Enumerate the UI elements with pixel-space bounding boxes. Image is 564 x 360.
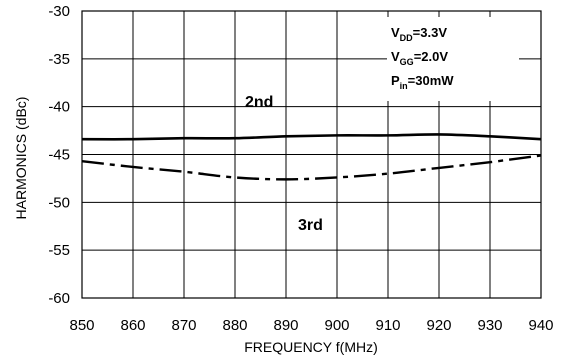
condition-line: VGG=2.0V xyxy=(391,49,448,67)
x-tick-label: 870 xyxy=(171,317,196,334)
x-tick-label: 910 xyxy=(375,317,400,334)
x-tick-label: 890 xyxy=(273,317,298,334)
series-lines xyxy=(81,133,542,181)
y-tick-label: -45 xyxy=(48,147,70,164)
y-tick-labels: -30 -35 -40 -45 -50 -55 -60 xyxy=(48,3,70,307)
y-axis-title: HARMONICS (dBc) xyxy=(13,97,29,220)
grid xyxy=(81,10,542,299)
condition-symbol: P xyxy=(391,73,400,88)
condition-value: =3.3V xyxy=(413,25,448,40)
series-line-3rd xyxy=(81,154,542,181)
series-line-2nd xyxy=(81,133,542,141)
x-tick-label: 860 xyxy=(120,317,145,334)
x-tick-label: 880 xyxy=(222,317,247,334)
x-tick-label: 920 xyxy=(426,317,451,334)
x-tick-label: 940 xyxy=(528,317,553,334)
series-label-2nd: 2nd xyxy=(245,94,273,111)
condition-line: VDD=3.3V xyxy=(391,25,447,43)
plot-frame xyxy=(81,10,542,299)
condition-subscript: GG xyxy=(400,57,414,67)
y-tick-label: -40 xyxy=(48,99,70,116)
x-tick-label: 850 xyxy=(69,317,94,334)
y-tick-label: -55 xyxy=(48,242,70,259)
y-tick-label: -35 xyxy=(48,51,70,68)
condition-subscript: in xyxy=(400,81,408,91)
condition-symbol: V xyxy=(391,49,400,64)
condition-value: =2.0V xyxy=(414,49,449,64)
conditions-background xyxy=(387,17,519,101)
y-tick-label: -60 xyxy=(48,290,70,307)
condition-line: Pin=30mW xyxy=(391,73,454,91)
x-tick-label: 930 xyxy=(477,317,502,334)
y-tick-label: -30 xyxy=(48,3,70,20)
x-tick-label: 900 xyxy=(324,317,349,334)
condition-value: =30mW xyxy=(408,73,455,88)
condition-symbol: V xyxy=(391,25,400,40)
y-tick-label: -50 xyxy=(48,194,70,211)
x-tick-labels: 850 860 870 880 890 900 910 920 930 940 xyxy=(69,317,553,334)
series-label-3rd: 3rd xyxy=(298,217,323,234)
x-axis-title: FREQUENCY f(MHz) xyxy=(244,339,378,355)
condition-subscript: DD xyxy=(400,33,413,43)
